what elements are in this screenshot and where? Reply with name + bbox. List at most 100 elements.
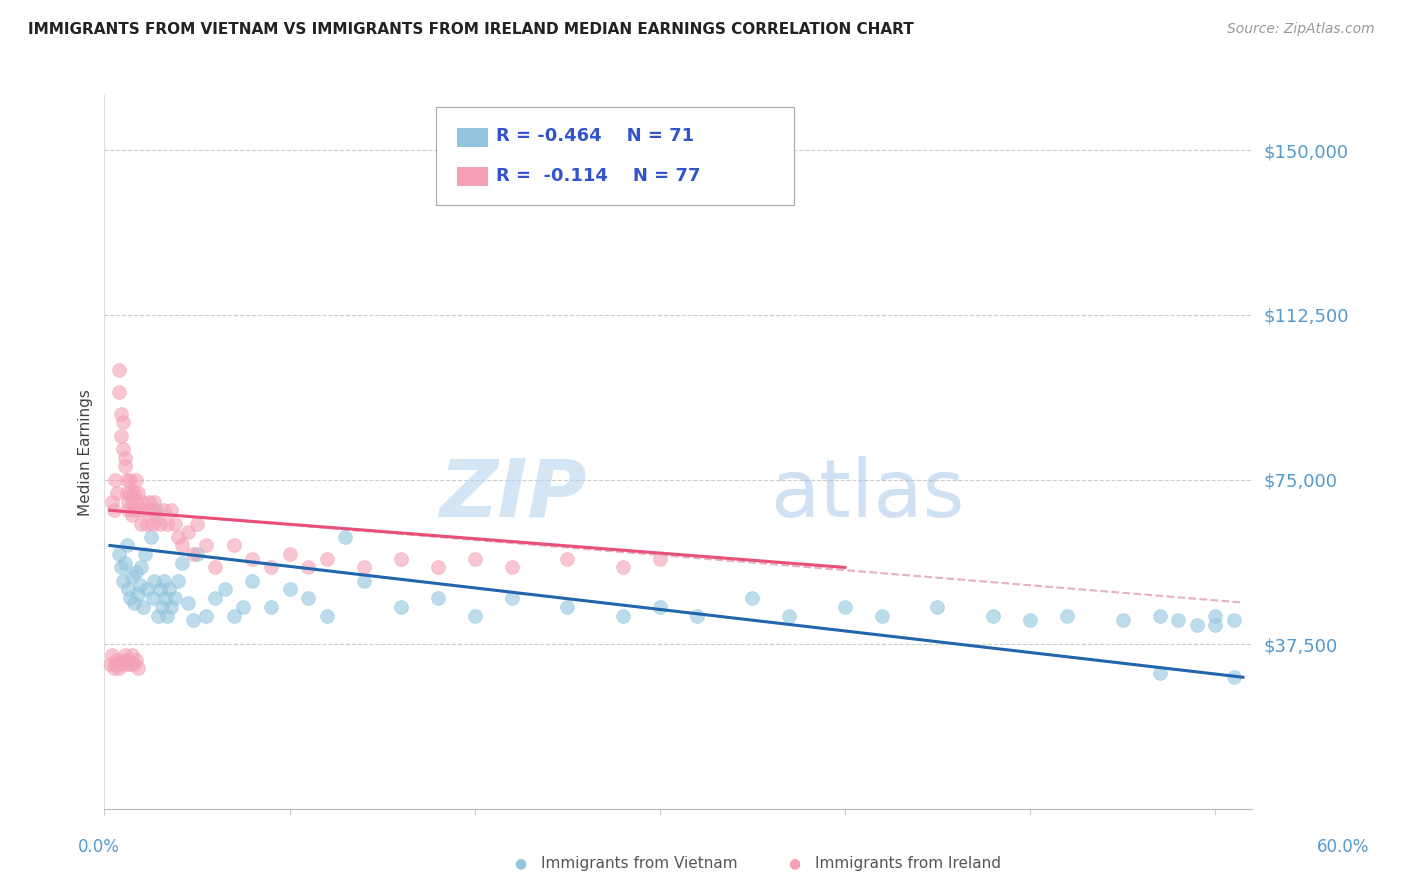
Point bbox=[176, 525, 198, 540]
Point bbox=[110, 407, 132, 421]
Point bbox=[115, 485, 138, 500]
Point bbox=[648, 551, 671, 566]
Point bbox=[136, 582, 159, 597]
Point bbox=[103, 661, 125, 675]
Point bbox=[122, 503, 145, 517]
Point bbox=[134, 503, 156, 517]
Text: 0.0%: 0.0% bbox=[77, 838, 120, 855]
Point bbox=[464, 551, 486, 566]
Point bbox=[108, 661, 131, 675]
Point bbox=[167, 574, 190, 588]
Point bbox=[104, 657, 127, 671]
Point bbox=[98, 657, 121, 671]
Point bbox=[214, 582, 236, 597]
Point bbox=[131, 516, 153, 531]
Point bbox=[163, 516, 186, 531]
Point bbox=[232, 599, 254, 614]
Point bbox=[114, 450, 136, 465]
Point bbox=[167, 530, 190, 544]
Point bbox=[172, 556, 194, 570]
Point bbox=[741, 591, 763, 606]
Text: ●: ● bbox=[515, 856, 526, 871]
Point bbox=[181, 547, 204, 561]
Point bbox=[501, 560, 523, 574]
Point bbox=[160, 503, 183, 517]
Point bbox=[204, 591, 226, 606]
Point bbox=[155, 591, 177, 606]
Point bbox=[120, 657, 142, 671]
Point bbox=[389, 599, 412, 614]
Point bbox=[143, 494, 166, 508]
Point bbox=[114, 459, 136, 474]
Point bbox=[186, 516, 208, 531]
Point bbox=[353, 560, 375, 574]
Point bbox=[114, 556, 136, 570]
Point bbox=[315, 608, 337, 623]
Point bbox=[115, 657, 138, 671]
Point bbox=[1185, 617, 1208, 632]
Point bbox=[981, 608, 1004, 623]
Point bbox=[870, 608, 893, 623]
Point bbox=[778, 608, 800, 623]
Point bbox=[131, 560, 153, 574]
Point bbox=[121, 569, 143, 583]
Point bbox=[145, 503, 167, 517]
Point bbox=[160, 599, 183, 614]
Point bbox=[333, 530, 356, 544]
Point bbox=[156, 516, 179, 531]
Point bbox=[152, 574, 174, 588]
Point bbox=[108, 363, 131, 377]
Point bbox=[136, 516, 159, 531]
Point bbox=[132, 599, 155, 614]
Point bbox=[260, 560, 283, 574]
Point bbox=[127, 485, 149, 500]
Point bbox=[146, 608, 169, 623]
Text: atlas: atlas bbox=[770, 456, 965, 534]
Point bbox=[125, 653, 148, 667]
Point bbox=[1056, 608, 1078, 623]
Point bbox=[110, 657, 132, 671]
Point bbox=[181, 613, 204, 627]
Point bbox=[195, 539, 218, 553]
Point bbox=[150, 599, 173, 614]
Point bbox=[138, 494, 160, 508]
Point bbox=[145, 508, 167, 522]
Point bbox=[1204, 617, 1226, 632]
Text: R =  -0.114    N = 77: R = -0.114 N = 77 bbox=[496, 167, 700, 185]
Point bbox=[117, 582, 139, 597]
Point bbox=[139, 530, 162, 544]
Point bbox=[612, 608, 634, 623]
Point bbox=[426, 591, 449, 606]
Point bbox=[222, 539, 245, 553]
Text: Immigrants from Ireland: Immigrants from Ireland bbox=[815, 856, 1001, 871]
Point bbox=[121, 648, 143, 663]
Point bbox=[260, 599, 283, 614]
Point bbox=[117, 494, 139, 508]
Point bbox=[122, 485, 145, 500]
Point bbox=[242, 574, 264, 588]
Point bbox=[128, 578, 150, 592]
Text: Source: ZipAtlas.com: Source: ZipAtlas.com bbox=[1227, 22, 1375, 37]
Point bbox=[927, 599, 949, 614]
Point bbox=[1019, 613, 1042, 627]
Point bbox=[1111, 613, 1133, 627]
Point bbox=[115, 473, 138, 487]
Point bbox=[195, 608, 218, 623]
Point bbox=[127, 661, 149, 675]
Point bbox=[163, 591, 186, 606]
Point bbox=[128, 503, 150, 517]
Point bbox=[555, 599, 578, 614]
Point bbox=[426, 560, 449, 574]
Point bbox=[1204, 608, 1226, 623]
Point bbox=[139, 503, 162, 517]
Point bbox=[122, 657, 145, 671]
Point bbox=[297, 591, 319, 606]
Text: 60.0%: 60.0% bbox=[1316, 838, 1369, 855]
Point bbox=[464, 608, 486, 623]
Y-axis label: Median Earnings: Median Earnings bbox=[79, 389, 93, 516]
Point bbox=[115, 539, 138, 553]
Point bbox=[149, 582, 172, 597]
Point bbox=[186, 547, 208, 561]
Point bbox=[120, 591, 142, 606]
Point bbox=[157, 582, 180, 597]
